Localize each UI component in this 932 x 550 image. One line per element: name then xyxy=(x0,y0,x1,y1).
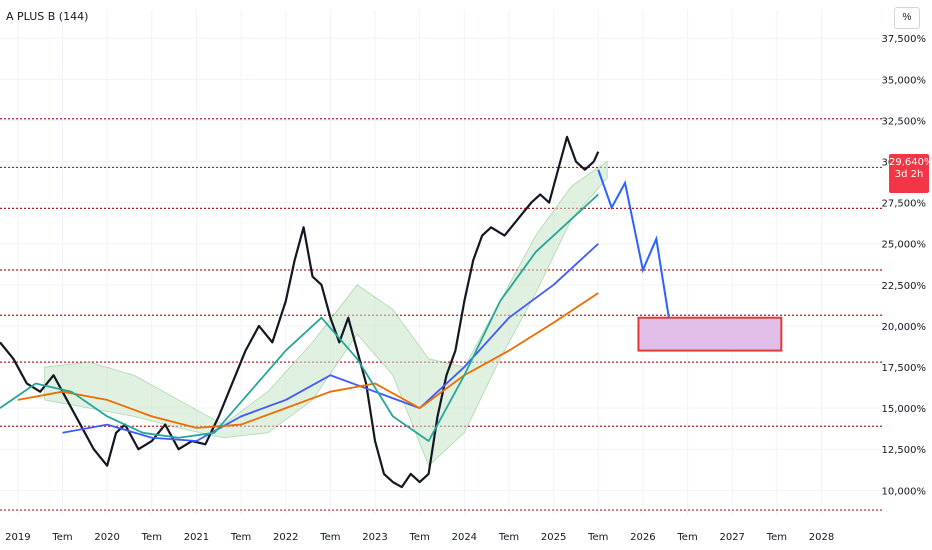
y-tick-label: 20,000% xyxy=(882,322,927,333)
x-tick-label: 2021 xyxy=(184,532,209,543)
y-tick-label: 25,000% xyxy=(882,240,927,251)
symbol-title: A PLUS B (144) xyxy=(6,10,89,23)
series-line-moving-average-1 xyxy=(62,243,599,442)
x-tick-label: 2019 xyxy=(5,532,30,543)
y-tick-label: 37,500% xyxy=(882,34,927,45)
x-tick-label: Tem xyxy=(498,532,519,543)
y-tick-label: 32,500% xyxy=(882,116,927,127)
percent-scale-button[interactable]: % xyxy=(894,7,920,29)
last-price-value: 29,640% xyxy=(889,157,932,168)
x-tick-label: 2020 xyxy=(94,532,119,543)
projection-line xyxy=(597,169,673,335)
x-tick-label: 2026 xyxy=(630,532,655,543)
candle-timer: 3d 2h xyxy=(894,169,924,180)
x-tick-label: 2028 xyxy=(809,532,834,543)
y-tick-label: 10,000% xyxy=(882,486,927,497)
y-axis: 10,000% 12,500% 15,000% 17,500% 20,000% 22,50… xyxy=(882,34,927,497)
y-tick-label: 12,500% xyxy=(882,445,927,456)
x-tick-label: Tem xyxy=(141,532,162,543)
projection-arrow xyxy=(597,169,680,336)
y-tick-label: 17,500% xyxy=(882,363,927,374)
series-line-price xyxy=(0,135,600,489)
x-tick-label: Tem xyxy=(587,532,608,543)
y-tick-label: 27,500% xyxy=(882,199,927,210)
y-tick-label: 22,500% xyxy=(882,281,927,292)
x-tick-label: Tem xyxy=(676,532,697,543)
y-tick-label: 35,000% xyxy=(882,75,927,86)
ichimoku-cloud xyxy=(44,160,608,467)
y-tick-label: 15,000% xyxy=(882,404,927,415)
series-line-moving-average-3 xyxy=(0,193,599,442)
series-line-moving-average-2 xyxy=(17,292,599,429)
target-rectangle xyxy=(637,316,783,352)
x-tick-label: Tem xyxy=(51,532,72,543)
x-tick-label: Tem xyxy=(766,532,787,543)
x-tick-label: 2023 xyxy=(362,532,387,543)
x-tick-label: Tem xyxy=(230,532,251,543)
price-series xyxy=(0,135,600,489)
x-tick-label: 2022 xyxy=(273,532,298,543)
target-zone xyxy=(637,316,783,352)
x-axis: 2019 Tem 2020 Tem 2021 Tem 2022 Tem 2023 Tem 2024 T… xyxy=(5,532,834,543)
x-tick-label: Tem xyxy=(409,532,430,543)
cloud-area xyxy=(44,160,608,467)
last-price-badge: 29,640% 3d 2h xyxy=(889,154,932,193)
x-tick-label: 2024 xyxy=(452,532,477,543)
x-tick-label: 2027 xyxy=(719,532,744,543)
x-tick-label: 2025 xyxy=(541,532,566,543)
x-tick-label: Tem xyxy=(319,532,340,543)
